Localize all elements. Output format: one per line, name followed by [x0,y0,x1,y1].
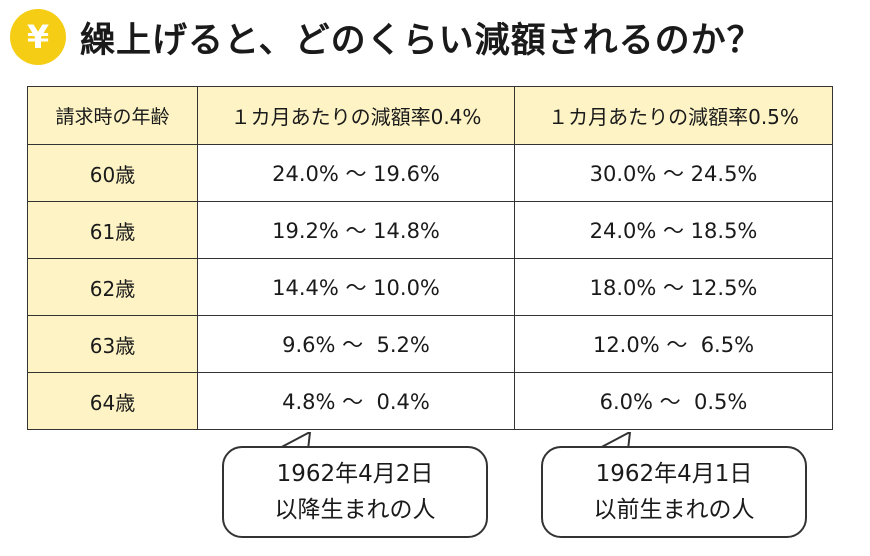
age-cell: 63歳 [27,315,198,373]
rate-04-cell: 19.2% 〜 14.8% [197,201,515,259]
callout-left-line1: 1962年4月2日 [276,461,434,487]
table-row: 60歳 24.0% 〜 19.6% 30.0% 〜 24.5% [27,144,833,202]
rate-04-cell: 24.0% 〜 19.6% [197,144,515,202]
callout-tail-right [595,432,631,450]
rate-05-cell: 6.0% 〜 0.5% [514,372,833,430]
page-title-row: ¥ 繰上げると、どのくらい減額されるのか？ [10,4,860,70]
table-row: 64歳 4.8% 〜 0.4% 6.0% 〜 0.5% [27,372,833,430]
table-row: 63歳 9.6% 〜 5.2% 12.0% 〜 6.5% [27,315,833,373]
callout-born-before: 1962年4月1日 以前生まれの人 [541,446,807,538]
rate-04-cell: 9.6% 〜 5.2% [197,315,515,373]
page-title: 繰上げると、どのくらい減額されるのか？ [80,20,763,61]
rate-04-cell: 14.4% 〜 10.0% [197,258,515,316]
table-header-row: 請求時の年齢 １カ月あたりの減額率0.4% １カ月あたりの減額率0.5% [27,86,833,145]
age-cell: 62歳 [27,258,198,316]
age-cell: 64歳 [27,372,198,430]
header-rate-05: １カ月あたりの減額率0.5% [514,86,833,145]
rate-04-cell: 4.8% 〜 0.4% [197,372,515,430]
header-age: 請求時の年齢 [27,86,198,145]
table-row: 62歳 14.4% 〜 10.0% 18.0% 〜 12.5% [27,258,833,316]
callout-right-line1: 1962年4月1日 [595,461,753,487]
reduction-rate-table: 請求時の年齢 １カ月あたりの減額率0.4% １カ月あたりの減額率0.5% 60歳… [27,86,833,430]
rate-05-cell: 24.0% 〜 18.5% [514,201,833,259]
rate-05-cell: 18.0% 〜 12.5% [514,258,833,316]
header-rate-04: １カ月あたりの減額率0.4% [197,86,515,145]
age-cell: 61歳 [27,201,198,259]
callout-left-line2: 以降生まれの人 [274,497,436,523]
age-cell: 60歳 [27,144,198,202]
callout-born-after: 1962年4月2日 以降生まれの人 [222,446,488,538]
yen-icon: ¥ [10,9,66,65]
callout-tail-left [275,432,311,450]
rate-05-cell: 12.0% 〜 6.5% [514,315,833,373]
rate-05-cell: 30.0% 〜 24.5% [514,144,833,202]
table-row: 61歳 19.2% 〜 14.8% 24.0% 〜 18.5% [27,201,833,259]
callout-right-line2: 以前生まれの人 [593,497,755,523]
